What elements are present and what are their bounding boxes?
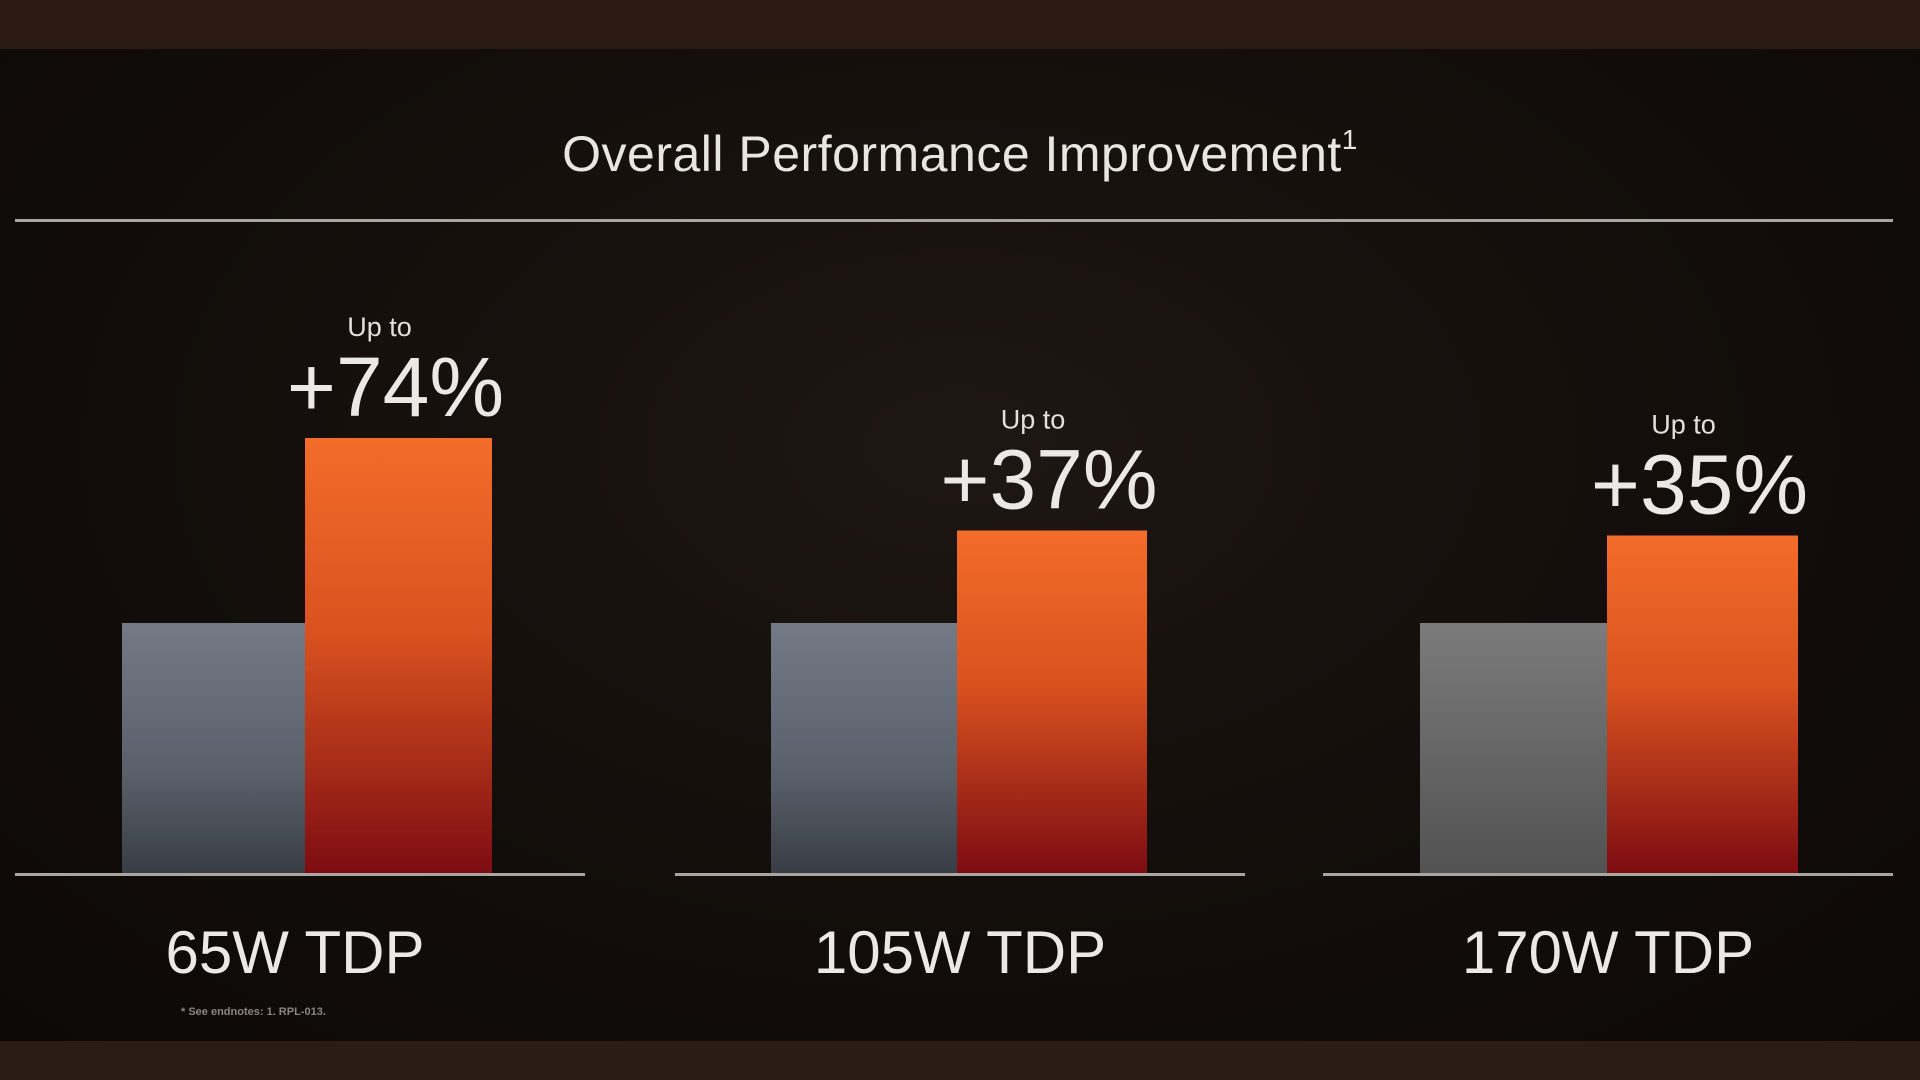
chart-title: Overall Performance Improvement1 <box>0 124 1920 183</box>
value-label-3: +35% <box>1591 438 1808 532</box>
bar-baseline-1 <box>122 623 305 873</box>
category-label-1: 65W TDP <box>166 919 425 986</box>
bar-baseline-2 <box>771 623 957 873</box>
bottom-band <box>0 1041 1920 1080</box>
bar-improved-1 <box>305 438 492 873</box>
bar-improved-3 <box>1607 535 1798 873</box>
footnote: * See endnotes: 1. RPL-013. <box>181 1006 326 1018</box>
axis-line-1 <box>15 873 585 876</box>
category-label-2: 105W TDP <box>814 919 1106 986</box>
axis-line-2 <box>675 873 1245 876</box>
value-label-1: +74% <box>287 340 504 434</box>
value-prefix-2: Up to <box>1001 405 1066 435</box>
title-superscript: 1 <box>1341 124 1358 156</box>
title-divider <box>15 219 1893 222</box>
value-prefix-3: Up to <box>1651 410 1716 440</box>
bar-baseline-3 <box>1420 623 1607 873</box>
bar-improved-2 <box>957 530 1147 873</box>
chart-title-text: Overall Performance Improvement <box>562 126 1342 182</box>
category-label-3: 170W TDP <box>1462 919 1754 986</box>
axis-line-3 <box>1323 873 1893 876</box>
value-label-2: +37% <box>940 433 1157 527</box>
value-prefix-1: Up to <box>347 312 412 342</box>
